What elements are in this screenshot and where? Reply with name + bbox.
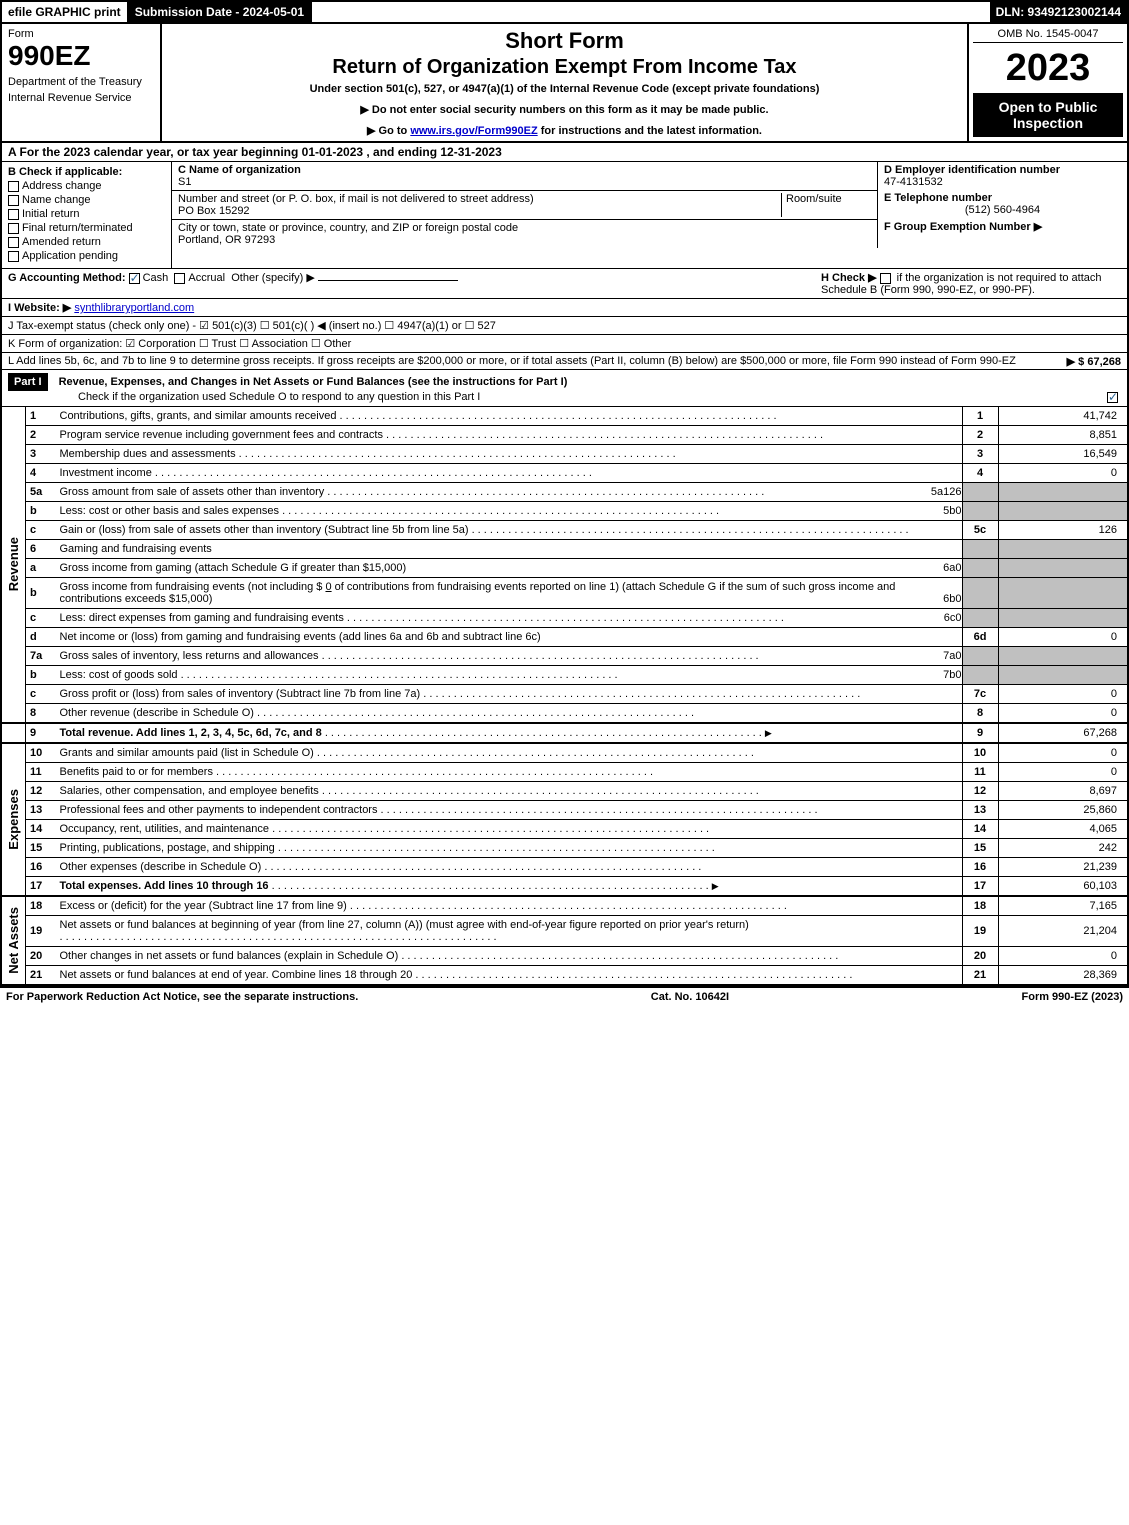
chk-application-pending[interactable]: Application pending <box>8 250 165 262</box>
irs-link[interactable]: www.irs.gov/Form990EZ <box>410 125 537 137</box>
line2-value: 8,851 <box>998 426 1128 445</box>
subtitle: Under section 501(c), 527, or 4947(a)(1)… <box>168 83 961 95</box>
line12-value: 8,697 <box>998 782 1128 801</box>
chk-schedule-o-part1[interactable] <box>1107 392 1118 403</box>
line16-value: 21,239 <box>998 858 1128 877</box>
phone-value: (512) 560-4964 <box>884 204 1121 216</box>
section-k: K Form of organization: ☑ Corporation ☐ … <box>0 335 1129 353</box>
line7b-value: 0 <box>955 669 961 681</box>
tax-year: 2023 <box>973 49 1123 87</box>
line10-value: 0 <box>998 743 1128 763</box>
section-b: B Check if applicable: Address change Na… <box>2 162 172 268</box>
line7a-value: 0 <box>955 650 961 662</box>
lines-table: Revenue 1Contributions, gifts, grants, a… <box>0 407 1129 986</box>
ein-value: 47-4131532 <box>884 176 1121 188</box>
omb-number: OMB No. 1545-0047 <box>973 28 1123 43</box>
section-l: L Add lines 5b, 6c, and 7b to line 9 to … <box>0 353 1129 370</box>
line17-value: 60,103 <box>998 877 1128 897</box>
chk-amended-return[interactable]: Amended return <box>8 236 165 248</box>
line1-value: 41,742 <box>998 407 1128 426</box>
efile-label[interactable]: efile GRAPHIC print <box>2 2 129 22</box>
line5a-value: 126 <box>943 486 961 498</box>
chk-schedule-b[interactable] <box>880 273 891 284</box>
revenue-label: Revenue <box>6 537 21 591</box>
dept-treasury: Department of the Treasury <box>8 76 154 88</box>
line6c-value: 0 <box>955 612 961 624</box>
group-exemption-label: F Group Exemption Number ▶ <box>884 220 1121 233</box>
chk-name-change[interactable]: Name change <box>8 194 165 206</box>
section-b-c-d-e-f: B Check if applicable: Address change Na… <box>0 162 1129 269</box>
section-c-name: C Name of organization S1 <box>172 162 877 191</box>
netassets-label: Net Assets <box>6 907 21 974</box>
submission-date: Submission Date - 2024-05-01 <box>129 2 312 22</box>
line11-value: 0 <box>998 763 1128 782</box>
line3-value: 16,549 <box>998 445 1128 464</box>
line6a-value: 0 <box>955 562 961 574</box>
ein-label: D Employer identification number <box>884 164 1121 176</box>
open-to-public: Open to Public Inspection <box>973 93 1123 137</box>
footer-right: Form 990-EZ (2023) <box>1022 991 1123 1003</box>
chk-address-change[interactable]: Address change <box>8 180 165 192</box>
org-street: PO Box 15292 <box>178 205 781 217</box>
chk-final-return[interactable]: Final return/terminated <box>8 222 165 234</box>
topbar: efile GRAPHIC print Submission Date - 20… <box>0 0 1129 24</box>
line13-value: 25,860 <box>998 801 1128 820</box>
line4-value: 0 <box>998 464 1128 483</box>
chk-initial-return[interactable]: Initial return <box>8 208 165 220</box>
line7c-value: 0 <box>998 685 1128 704</box>
note-ssn: ▶ Do not enter social security numbers o… <box>168 103 961 116</box>
org-city: Portland, OR 97293 <box>178 234 518 246</box>
line5b-value: 0 <box>955 505 961 517</box>
line15-value: 242 <box>998 839 1128 858</box>
website-link[interactable]: synthlibraryportland.com <box>74 302 194 314</box>
line14-value: 4,065 <box>998 820 1128 839</box>
title-short-form: Short Form <box>168 28 961 54</box>
note-link: ▶ Go to www.irs.gov/Form990EZ for instru… <box>168 124 961 137</box>
gross-receipts-value: ▶ $ 67,268 <box>1067 355 1121 368</box>
line9-value: 67,268 <box>998 723 1128 743</box>
line20-value: 0 <box>998 947 1128 966</box>
dln: DLN: 93492123002144 <box>990 2 1127 22</box>
title-return: Return of Organization Exempt From Incom… <box>168 56 961 79</box>
footer: For Paperwork Reduction Act Notice, see … <box>0 986 1129 1006</box>
section-c-city: City or town, state or province, country… <box>172 220 877 248</box>
org-name: S1 <box>178 176 871 188</box>
section-c-street: Number and street (or P. O. box, if mail… <box>172 191 877 220</box>
line21-value: 28,369 <box>998 966 1128 986</box>
line6b-value: 0 <box>955 593 961 605</box>
chk-accrual[interactable] <box>174 273 185 284</box>
part-1-label: Part I <box>8 373 48 391</box>
form-number: 990EZ <box>8 40 154 72</box>
footer-center: Cat. No. 10642I <box>651 991 729 1003</box>
line6d-value: 0 <box>998 628 1128 647</box>
form-label: Form <box>8 28 154 40</box>
line19-value: 21,204 <box>998 916 1128 947</box>
dept-irs: Internal Revenue Service <box>8 92 154 104</box>
footer-left: For Paperwork Reduction Act Notice, see … <box>6 991 358 1003</box>
line5c-value: 126 <box>998 521 1128 540</box>
form-header: Form 990EZ Department of the Treasury In… <box>0 24 1129 143</box>
line8-value: 0 <box>998 704 1128 724</box>
chk-cash[interactable] <box>129 273 140 284</box>
section-i: I Website: ▶ synthlibraryportland.com <box>0 299 1129 317</box>
phone-label: E Telephone number <box>884 192 1121 204</box>
room-suite-label: Room/suite <box>781 193 871 217</box>
line18-value: 7,165 <box>998 896 1128 916</box>
expenses-label: Expenses <box>6 789 21 850</box>
section-j: J Tax-exempt status (check only one) - ☑… <box>0 317 1129 335</box>
part-1-header: Part I Revenue, Expenses, and Changes in… <box>0 370 1129 407</box>
section-a: A For the 2023 calendar year, or tax yea… <box>0 143 1129 162</box>
section-g-h: G Accounting Method: Cash Accrual Other … <box>0 269 1129 299</box>
